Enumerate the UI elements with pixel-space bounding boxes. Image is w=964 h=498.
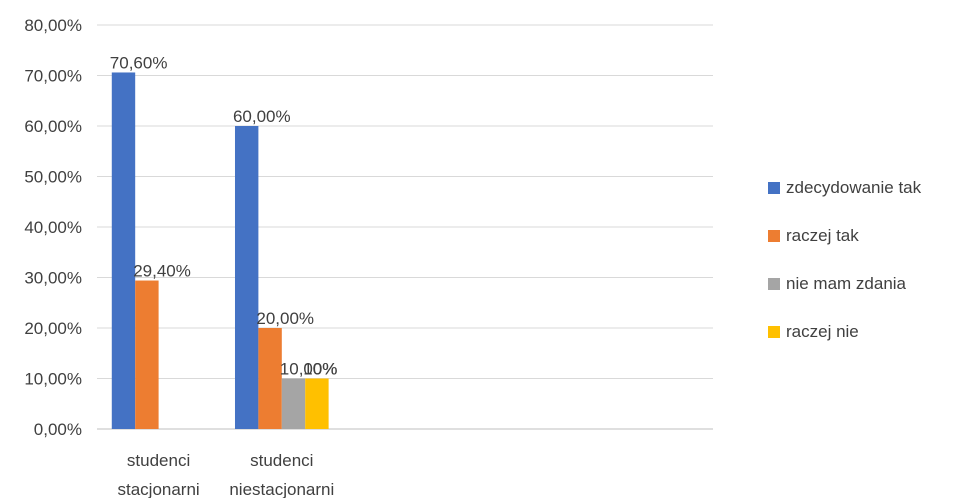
y-tick-label: 60,00% bbox=[24, 117, 82, 136]
bar-nie-mam-zdania bbox=[281, 378, 306, 429]
legend-item: raczej tak bbox=[768, 224, 921, 248]
legend-item: zdecydowanie tak bbox=[768, 176, 921, 200]
y-axis-tick-labels: 0,00% 10,00% 20,00% 30,00% 40,00% 50,00% 60,00… bbox=[24, 16, 82, 439]
data-label: 20,00% bbox=[256, 309, 314, 328]
y-tick-label: 80,00% bbox=[24, 16, 82, 35]
legend-label: raczej nie bbox=[786, 322, 859, 341]
y-tick-label: 0,00% bbox=[34, 420, 82, 439]
bar-zdecydowanie-tak bbox=[234, 126, 259, 429]
legend: zdecydowanie tak raczej tak nie mam zdania… bbox=[768, 176, 921, 344]
y-tick-label: 40,00% bbox=[24, 218, 82, 237]
data-label: 29,40% bbox=[133, 262, 191, 281]
data-label: 70,60% bbox=[110, 53, 168, 72]
gridlines bbox=[97, 24, 713, 430]
legend-label: zdecydowanie tak bbox=[786, 178, 922, 197]
category-label: stacjonarni bbox=[117, 480, 199, 498]
data-label: 10% bbox=[303, 360, 337, 379]
legend-item: raczej nie bbox=[768, 320, 921, 344]
legend-label: nie mam zdania bbox=[786, 274, 907, 293]
data-label: 60,00% bbox=[233, 107, 291, 126]
legend-swatch bbox=[768, 230, 780, 242]
bars bbox=[111, 72, 329, 429]
data-label: 10,00% bbox=[280, 360, 338, 379]
category-label: studenci bbox=[250, 451, 313, 470]
y-tick-label: 70,00% bbox=[24, 67, 82, 86]
y-tick-label: 30,00% bbox=[24, 269, 82, 288]
y-tick-label: 10,00% bbox=[24, 370, 82, 389]
legend-label: raczej tak bbox=[786, 226, 859, 245]
y-tick-label: 20,00% bbox=[24, 319, 82, 338]
legend-swatch bbox=[768, 278, 780, 290]
x-axis-category-labels: studenci stacjonarni studenci niestacjonarn… bbox=[117, 451, 334, 498]
legend-item: nie mam zdania bbox=[768, 272, 921, 296]
bar-raczej-tak bbox=[258, 328, 282, 429]
category-label: studenci bbox=[127, 451, 190, 470]
category-label: niestacjonarni bbox=[229, 480, 334, 498]
bar-raczej-nie bbox=[305, 378, 329, 429]
bar-zdecydowanie-tak bbox=[111, 72, 136, 429]
legend-swatch bbox=[768, 326, 780, 338]
legend-swatch bbox=[768, 182, 780, 194]
bar-raczej-tak bbox=[135, 280, 159, 429]
y-tick-label: 50,00% bbox=[24, 168, 82, 187]
data-labels: 70,60% 60,00% 29,40% 20,00% 10,00%10% bbox=[110, 53, 338, 378]
